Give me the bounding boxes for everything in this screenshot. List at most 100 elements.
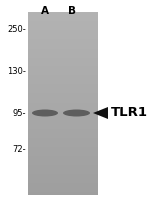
Bar [28,73,98,74]
Bar [28,112,98,113]
Bar [28,123,98,124]
Bar [28,110,98,111]
Bar [28,90,98,91]
Bar [28,47,98,48]
Bar [28,52,98,53]
Bar [28,80,98,81]
Bar [28,121,98,122]
Bar [28,105,98,106]
Bar [28,160,98,161]
Bar [28,17,98,18]
Bar [28,125,98,126]
Text: TLR1: TLR1 [111,106,148,119]
Bar [28,58,98,59]
Bar [28,27,98,28]
Bar [28,119,98,120]
Bar [28,182,98,183]
Bar [28,181,98,182]
Bar [28,151,98,152]
Bar [28,62,98,63]
Bar [28,157,98,158]
Bar [28,71,98,72]
Bar [28,194,98,195]
Bar [28,61,98,62]
Bar [28,33,98,34]
Bar [28,63,98,64]
Bar [28,84,98,85]
Bar [28,144,98,145]
Bar [28,94,98,95]
Bar [28,187,98,188]
Bar [28,124,98,125]
Ellipse shape [32,109,58,117]
Bar [28,31,98,32]
Text: 130-: 130- [7,67,26,76]
Bar [28,24,98,25]
Bar [28,78,98,79]
Bar [28,14,98,15]
Bar [28,143,98,144]
Bar [28,149,98,150]
Bar [28,36,98,37]
Bar [28,115,98,116]
Bar [28,53,98,54]
Bar [28,145,98,146]
Bar [28,129,98,130]
Bar [28,165,98,166]
Bar [28,164,98,165]
Bar [28,22,98,23]
Bar [28,99,98,100]
Bar [28,55,98,56]
Bar [28,68,98,69]
Bar [28,172,98,173]
Bar [28,117,98,118]
Bar [28,156,98,157]
Bar [28,180,98,181]
Bar [28,183,98,184]
Bar [28,154,98,155]
Bar [28,111,98,112]
Text: B: B [68,6,76,16]
Bar [28,40,98,41]
Bar [28,30,98,31]
Bar [28,51,98,52]
Bar [28,130,98,131]
Bar [28,91,98,92]
Bar [28,114,98,115]
Bar [28,87,98,88]
Bar [28,131,98,132]
Bar [28,188,98,189]
Polygon shape [93,107,108,119]
Bar [28,85,98,86]
Bar [28,127,98,128]
Bar [28,135,98,137]
Bar [28,134,98,135]
Bar [28,190,98,191]
Bar [28,96,98,97]
Bar [28,93,98,94]
Bar [28,167,98,168]
Bar [28,18,98,19]
Bar [28,147,98,148]
Bar [28,50,98,51]
Bar [28,83,98,84]
Bar [28,38,98,39]
Bar [28,137,98,138]
Bar [28,70,98,71]
Bar [28,66,98,67]
Bar [28,133,98,134]
Bar [28,192,98,193]
Bar [28,39,98,40]
Bar [28,159,98,160]
Bar [28,46,98,47]
Bar [28,122,98,123]
Bar [28,184,98,185]
Bar [28,12,98,13]
Bar [28,109,98,110]
Bar [28,21,98,22]
Bar [28,49,98,50]
Bar [28,179,98,180]
Bar [28,132,98,133]
Bar [28,88,98,89]
Bar [28,26,98,27]
